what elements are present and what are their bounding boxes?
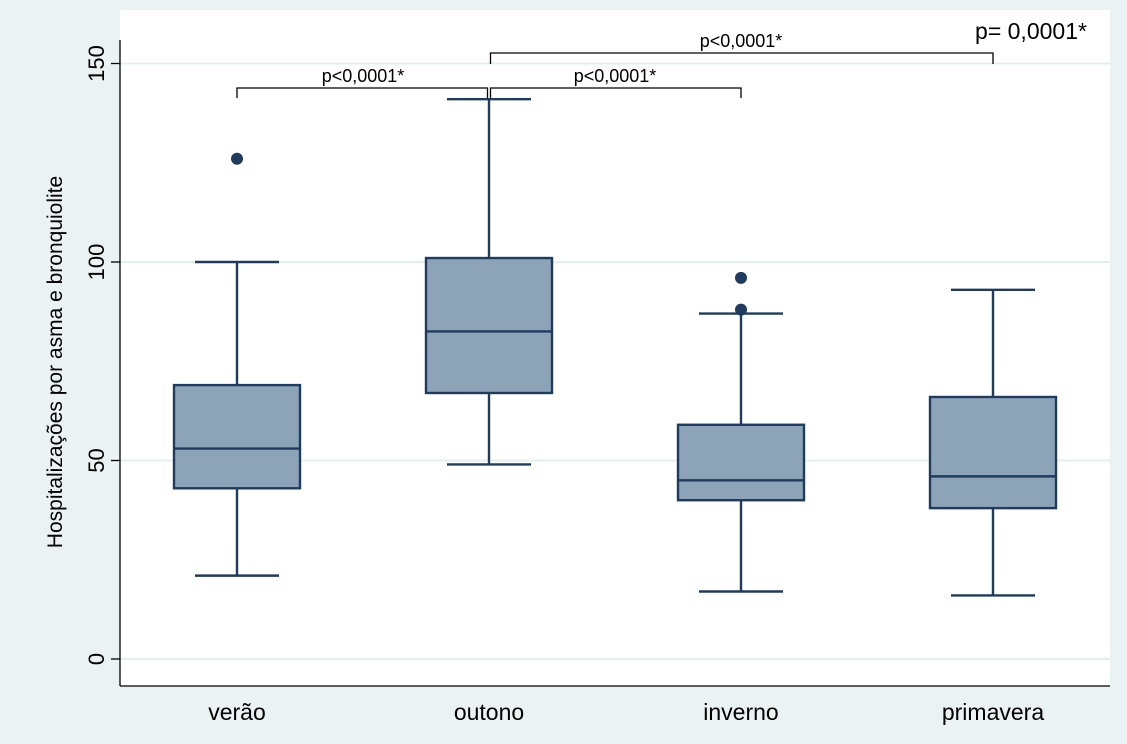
y-axis-title: Hospitalizações por asma e bronquiolite bbox=[44, 176, 67, 548]
outlier-point bbox=[231, 152, 243, 165]
iqr-box bbox=[172, 383, 302, 490]
x-category-label: verão bbox=[208, 699, 266, 725]
x-category-label: outono bbox=[454, 699, 524, 725]
outlier-point bbox=[735, 271, 747, 284]
iqr-box bbox=[676, 423, 806, 502]
bracket-line bbox=[236, 87, 489, 98]
x-category-label: inverno bbox=[703, 699, 778, 725]
axes: 0 50 100 150 verão outono inverno primavera bbox=[84, 40, 1110, 725]
comparison-p-label: p<0,0001* bbox=[700, 31, 783, 51]
bracket-line bbox=[489, 87, 742, 98]
y-tick-label: 50 bbox=[84, 448, 109, 472]
plot-area bbox=[120, 10, 1110, 686]
iqr-box bbox=[928, 395, 1058, 510]
comparison-p-label: p<0,0001* bbox=[574, 66, 657, 86]
comparison-p-label: p<0,0001* bbox=[322, 66, 405, 86]
comparison-bracket: p<0,0001* bbox=[489, 31, 994, 64]
comparison-bracket: p<0,0001* bbox=[489, 66, 742, 98]
bracket-line bbox=[489, 52, 994, 64]
boxes bbox=[172, 98, 1058, 597]
significance-brackets: p<0,0001* p<0,0001* p<0,0001* bbox=[236, 31, 994, 98]
box-group bbox=[928, 288, 1058, 597]
comparison-bracket: p<0,0001* bbox=[236, 66, 489, 98]
box-group bbox=[424, 98, 554, 466]
outlier-point bbox=[735, 303, 747, 316]
y-tick-label: 0 bbox=[84, 653, 109, 665]
y-tick-label: 150 bbox=[84, 45, 109, 82]
y-tick-label: 100 bbox=[84, 244, 109, 281]
global-p-value: p= 0,0001* bbox=[975, 18, 1087, 44]
box-group bbox=[676, 271, 806, 593]
x-category-label: primavera bbox=[942, 699, 1044, 725]
box-group bbox=[172, 152, 302, 577]
iqr-box bbox=[424, 256, 554, 395]
